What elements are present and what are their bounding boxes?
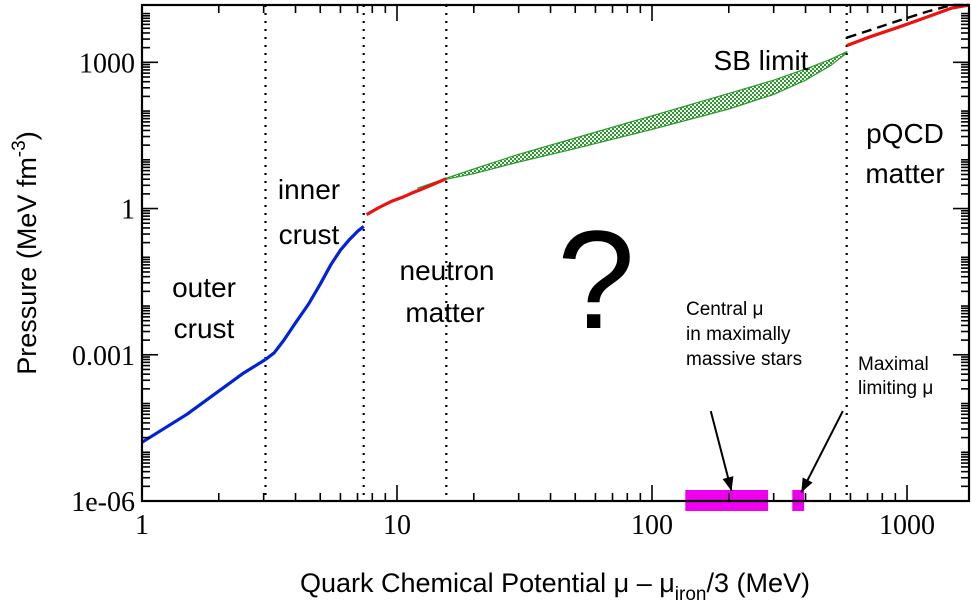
tick-labels: 1 10 100 1000 1e-06 0.001 1 1000 (71, 48, 935, 541)
interpolation-band (417, 50, 848, 189)
central-mu-arrow-head (722, 476, 734, 492)
neutron-matter-label-2: matter (405, 297, 484, 328)
y-tick-label: 1e-06 (71, 487, 135, 518)
series-outer-crust (141, 358, 267, 444)
central-mu-label-2: in maximally (686, 324, 791, 345)
central-mu-label-3: massive stars (686, 349, 802, 370)
maximal-mu-arrow-head (801, 477, 813, 493)
y-axis-title: Pressure (MeV fm-3) (9, 131, 42, 374)
central-mu-label-1: Central μ (686, 299, 763, 320)
y-tick-label: 1 (121, 195, 135, 226)
y-tick-label: 1000 (79, 48, 135, 79)
maximal-mu-label-1: Maximal (858, 354, 929, 375)
maximal-mu-label-2: limiting μ (858, 378, 933, 399)
neutron-matter-label-1: neutron (400, 255, 495, 286)
x-tick-label: 10 (383, 510, 411, 541)
outer-crust-label-1: outer (172, 272, 236, 303)
inner-crust-label-1: inner (278, 174, 340, 205)
sb-limit-label: SB limit (714, 45, 809, 76)
x-axis-title: Quark Chemical Potential μ – μiron/3 (Me… (300, 568, 810, 605)
pqcd-label-2: matter (865, 158, 944, 189)
pqcd-label-1: pQCD (866, 118, 944, 149)
series-inner-crust (264, 225, 365, 361)
x-tick-label: 1 (135, 510, 149, 541)
interpolation-band-layer (417, 50, 848, 189)
maximal-mu-arrow-shaft (800, 410, 844, 493)
series-pqcd-matter (846, 3, 970, 48)
question-mark: ? (557, 201, 635, 358)
inner-crust-label-2: crust (279, 219, 340, 250)
plot-frame (140, 3, 971, 503)
x-tick-label: 1000 (879, 510, 935, 541)
y-tick-label: 0.001 (72, 341, 135, 372)
x-tick-label: 100 (631, 510, 673, 541)
region-boundaries (264, 5, 848, 501)
outer-crust-label-2: crust (174, 313, 235, 344)
arrow-layer (709, 410, 844, 493)
series-layer (141, 3, 970, 444)
series-neutron-matter (365, 177, 447, 216)
